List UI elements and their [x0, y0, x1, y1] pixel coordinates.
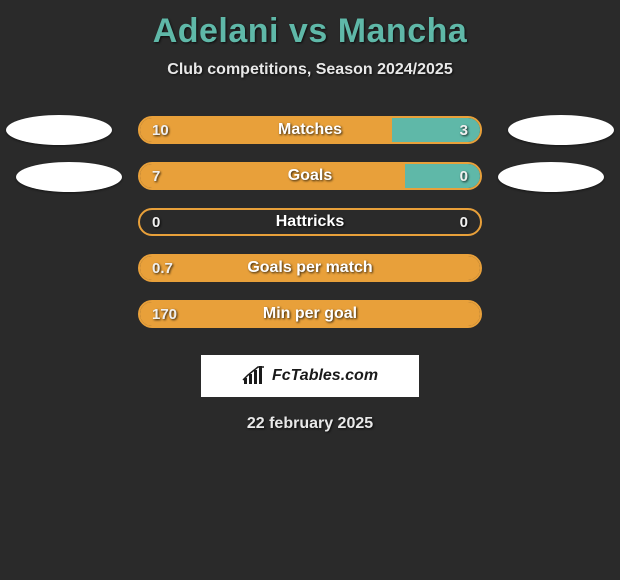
stat-label: Hattricks — [140, 210, 480, 234]
bar-track: 0.7 Goals per match — [138, 254, 482, 282]
bar-fill-right — [392, 118, 480, 142]
bar-fill-right — [405, 164, 480, 188]
stat-row-matches: 10 3 Matches — [0, 107, 620, 153]
bar-track: 170 Min per goal — [138, 300, 482, 328]
stats-card: Adelani vs Mancha Club competitions, Sea… — [0, 0, 620, 433]
footer-date: 22 february 2025 — [0, 397, 620, 433]
stat-right-value: 0 — [460, 210, 468, 234]
stat-row-goals: 7 0 Goals — [0, 153, 620, 199]
bar-track: 10 3 Matches — [138, 116, 482, 144]
bar-track: 0 0 Hattricks — [138, 208, 482, 236]
stat-row-goals-per-match: 0.7 Goals per match — [0, 245, 620, 291]
stat-row-hattricks: 0 0 Hattricks — [0, 199, 620, 245]
bar-track: 7 0 Goals — [138, 162, 482, 190]
stats-rows: 10 3 Matches 7 0 Goals 0 0 Hattricks — [0, 107, 620, 337]
page-title: Adelani vs Mancha — [0, 8, 620, 61]
bar-fill-left — [140, 302, 480, 326]
stat-left-value: 0 — [152, 210, 160, 234]
bar-fill-left — [140, 118, 392, 142]
bar-fill-left — [140, 164, 405, 188]
subtitle: Club competitions, Season 2024/2025 — [0, 61, 620, 107]
bar-fill-left — [140, 256, 480, 280]
chart-icon — [242, 366, 266, 386]
stat-row-min-per-goal: 170 Min per goal — [0, 291, 620, 337]
branding-text: FcTables.com — [272, 367, 378, 385]
branding-link[interactable]: FcTables.com — [201, 355, 419, 397]
